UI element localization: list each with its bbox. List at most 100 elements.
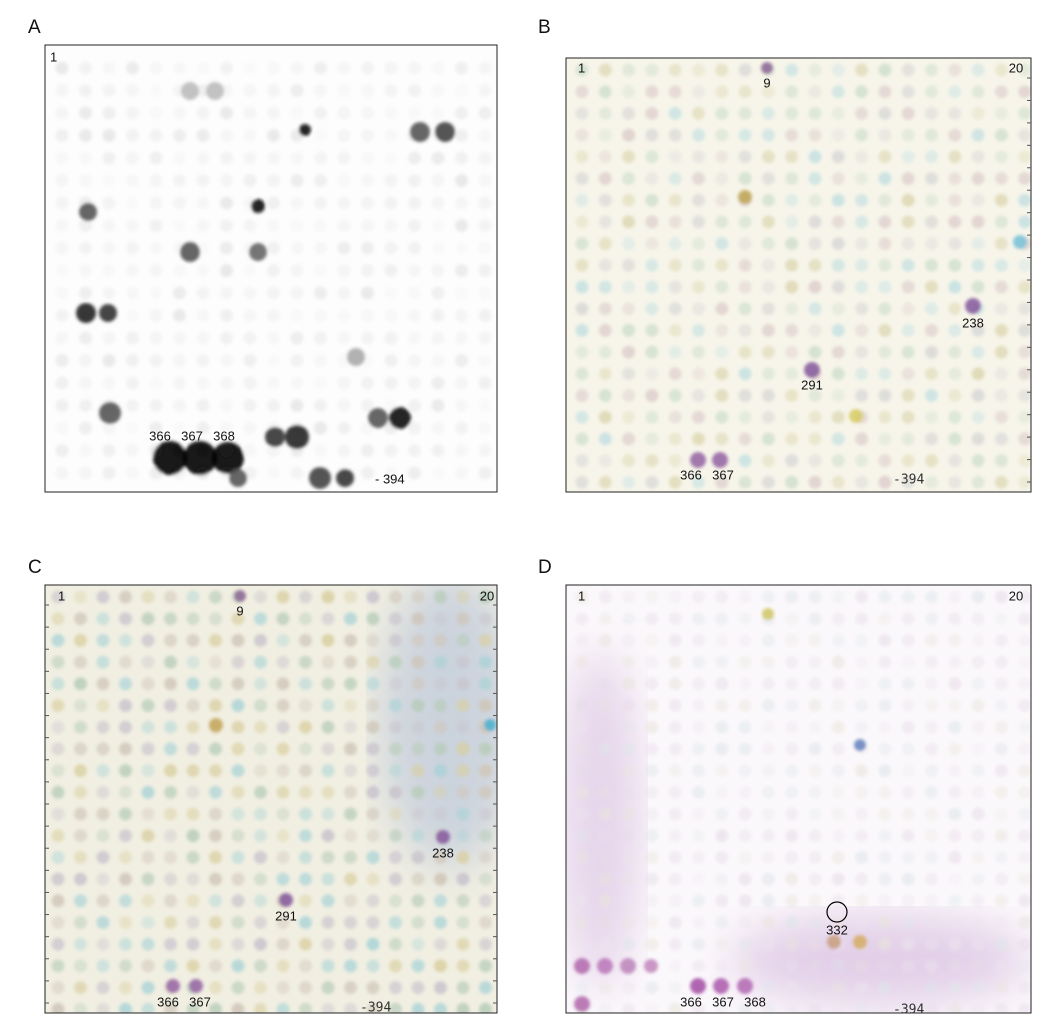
spot — [79, 399, 92, 412]
spot — [692, 367, 705, 381]
spot — [290, 354, 304, 367]
spot — [186, 590, 200, 604]
spot — [389, 807, 402, 821]
spot — [692, 612, 705, 626]
spot — [808, 590, 822, 604]
spot — [384, 331, 398, 345]
spot — [366, 894, 380, 908]
spot — [692, 258, 705, 272]
spot — [254, 677, 267, 691]
spot — [267, 376, 280, 390]
spot — [173, 264, 186, 277]
spot — [761, 959, 775, 973]
spot — [901, 367, 915, 381]
spot — [925, 916, 938, 929]
spot — [209, 829, 222, 843]
spot — [149, 219, 163, 232]
spot — [456, 807, 470, 821]
spot — [196, 129, 210, 142]
spot — [389, 655, 402, 669]
spot — [692, 872, 705, 886]
spot — [715, 280, 729, 294]
spot — [785, 63, 799, 77]
spot — [164, 850, 177, 864]
spot — [855, 258, 869, 272]
spot — [455, 466, 468, 480]
spot — [878, 699, 892, 712]
spot — [455, 61, 468, 75]
spot — [878, 807, 892, 821]
spot — [96, 807, 110, 821]
spot — [456, 590, 470, 604]
spot — [254, 959, 267, 973]
spot — [254, 612, 267, 626]
spot-grid — [575, 62, 1031, 489]
spot — [901, 764, 915, 778]
spot — [785, 302, 799, 316]
spot — [738, 302, 752, 316]
spot — [575, 345, 589, 359]
spot — [479, 612, 492, 626]
spot — [243, 219, 257, 232]
spot — [925, 850, 938, 864]
spot — [384, 241, 398, 255]
spot — [785, 981, 799, 995]
spot — [164, 959, 177, 973]
spot — [761, 937, 775, 951]
spot — [337, 129, 351, 142]
spot — [366, 677, 380, 691]
spot — [164, 612, 177, 626]
spot — [141, 590, 155, 604]
spot — [276, 633, 290, 647]
spot — [96, 981, 110, 995]
spot — [479, 1002, 492, 1013]
spot — [785, 916, 799, 929]
spot — [337, 61, 351, 75]
spot — [645, 258, 659, 272]
spot — [267, 241, 280, 255]
spot — [209, 981, 222, 995]
spot — [344, 612, 357, 626]
spot — [948, 785, 962, 799]
spot — [668, 475, 682, 489]
spot — [668, 432, 682, 446]
spot — [878, 432, 892, 446]
spot — [299, 720, 312, 734]
spot — [925, 85, 938, 99]
spot — [994, 785, 1008, 799]
spot — [456, 720, 470, 734]
spot — [925, 872, 938, 886]
spot — [715, 128, 729, 142]
spot — [1018, 807, 1031, 821]
spot — [925, 937, 938, 951]
spot — [622, 850, 636, 864]
spot — [925, 150, 938, 164]
spot — [299, 764, 312, 778]
spot — [831, 237, 845, 251]
spot — [299, 829, 312, 843]
spot — [994, 829, 1008, 843]
spot — [761, 410, 775, 424]
spot — [408, 376, 421, 390]
spot — [149, 331, 163, 345]
spot — [598, 454, 612, 468]
spot — [831, 85, 845, 99]
spot — [361, 129, 374, 142]
spot — [785, 345, 799, 359]
spot — [855, 850, 869, 864]
spot — [478, 84, 492, 97]
spot — [575, 612, 589, 626]
annotation: 1 — [58, 588, 65, 603]
spot — [855, 981, 869, 995]
spot — [321, 633, 335, 647]
spot — [994, 63, 1008, 77]
spot — [389, 742, 402, 756]
spot — [808, 410, 822, 424]
spot — [715, 475, 729, 489]
spot — [164, 785, 177, 799]
spot — [948, 742, 962, 756]
spot — [431, 286, 445, 300]
spot — [971, 106, 985, 120]
spot — [715, 63, 729, 77]
spot — [645, 193, 659, 207]
